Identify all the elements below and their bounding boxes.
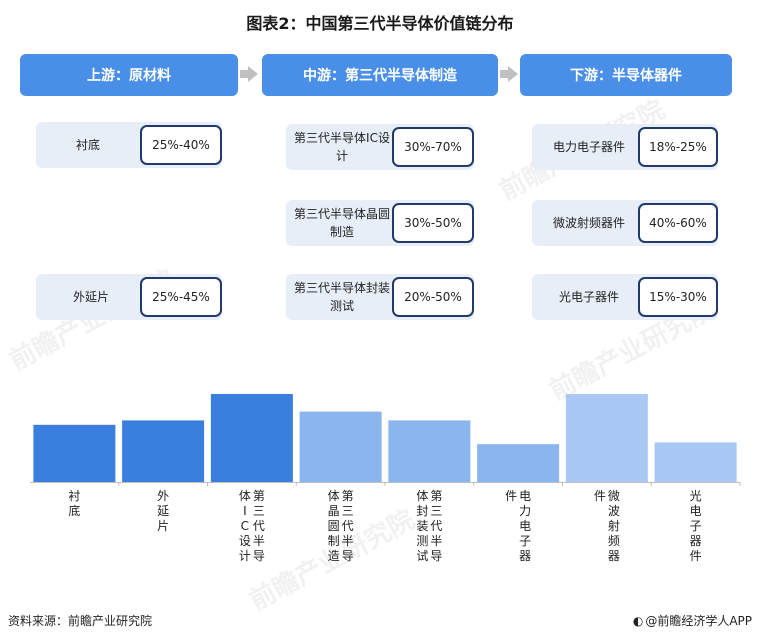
x-tick-label: 衬底 — [68, 489, 80, 518]
item-pct-power: 18%-25% — [638, 127, 718, 167]
page-title: 图表2：中国第三代半导体价值链分布 — [246, 14, 514, 33]
item-label-opto: 光电子器件 — [558, 290, 619, 304]
item-label-wafer: 第三代半导体晶圆制造 — [294, 207, 391, 239]
bar — [33, 424, 116, 482]
x-tick-label: 电力电子器件 — [505, 489, 531, 563]
stage-downstream: 下游：半导体器件 — [520, 54, 732, 96]
bar — [388, 420, 471, 482]
stage-upstream: 上游：原材料 — [20, 54, 238, 96]
bar — [210, 394, 293, 482]
brand-logo-icon: ◐ — [632, 614, 644, 628]
x-tick-label: 第三代半导体晶圆制造 — [328, 489, 354, 563]
item-label-rf: 微波射频器件 — [552, 216, 625, 230]
x-tick-label: 第三代半导体 I C 设计 — [239, 489, 265, 563]
item-label-packaging: 第三代半导体封装测试 — [294, 281, 391, 313]
bar — [477, 444, 560, 482]
item-pct-wafer: 30%-50% — [392, 203, 474, 243]
item-label-substrate: 衬底 — [75, 138, 100, 152]
item-label-ic-design: 第三代半导体IC设计 — [294, 131, 390, 163]
item-pct-epitaxy: 25%-45% — [140, 277, 222, 317]
x-tick-label: 外延片 — [157, 489, 169, 533]
item-pct-ic-design: 30%-70% — [392, 127, 474, 167]
item-pct-opto: 15%-30% — [638, 277, 718, 317]
value-bar-chart: 衬底 外延片 第三代半导体 I C 设计 第三代半导体晶圆制造 第三代半导体封装测试 电力电子器… — [30, 394, 741, 563]
arrow-right-icon — [240, 66, 258, 82]
bar — [299, 411, 382, 482]
bar — [122, 420, 205, 482]
source-note: 资料来源：前瞻产业研究院 — [8, 614, 153, 628]
item-label-epitaxy: 外延片 — [72, 290, 109, 304]
item-label-power: 电力电子器件 — [552, 140, 625, 154]
x-tick-label: 第三代半导体封装测试 — [416, 489, 442, 563]
x-tick-label: 微波射频器件 — [594, 489, 620, 563]
item-pct-packaging: 20%-50% — [392, 277, 474, 317]
stage-midstream: 中游：第三代半导体制造 — [262, 54, 498, 96]
x-tick-label: 光电子器件 — [690, 489, 702, 563]
credit-text: @前瞻经济学人APP — [645, 614, 752, 628]
bar — [565, 394, 648, 482]
item-pct-substrate: 25%-40% — [140, 125, 222, 165]
arrow-right-icon — [500, 66, 518, 82]
credit: ◐ @前瞻经济学人APP — [633, 612, 752, 629]
bar — [654, 442, 737, 482]
item-pct-rf: 40%-60% — [638, 203, 718, 243]
